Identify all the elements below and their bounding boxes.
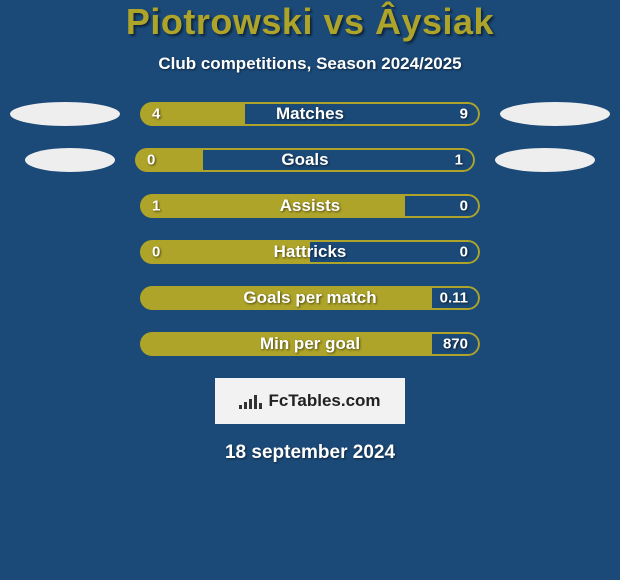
stat-label: Goals — [281, 150, 328, 170]
stat-label: Goals per match — [243, 288, 376, 308]
stat-value-right: 9 — [460, 105, 468, 122]
spacer — [500, 332, 610, 356]
stat-value-right: 0 — [460, 243, 468, 260]
stat-label: Hattricks — [274, 242, 347, 262]
stat-row: 870 Min per goal — [0, 332, 620, 356]
stat-value-left: 0 — [147, 151, 155, 168]
spacer — [10, 332, 120, 356]
stat-row: 0.11 Goals per match — [0, 286, 620, 310]
player-right-marker — [500, 102, 610, 126]
spacer — [10, 194, 120, 218]
stat-bar: 0 1 Goals — [135, 148, 475, 172]
player-right-marker — [495, 148, 595, 172]
stats-list: 4 9 Matches 0 1 Goals 1 0 Assists 0 0 Hattricks 0.11… — [0, 102, 620, 356]
stat-bar: 4 9 Matches — [140, 102, 480, 126]
page-subtitle: Club competitions, Season 2024/2025 — [0, 54, 620, 74]
stat-row: 4 9 Matches — [0, 102, 620, 126]
page-title: Piotrowski vs Âysiak — [0, 2, 620, 42]
stat-label: Assists — [280, 196, 340, 216]
stat-bar: 870 Min per goal — [140, 332, 480, 356]
spacer — [500, 194, 610, 218]
stat-label: Matches — [276, 104, 344, 124]
stat-value-right: 1 — [455, 151, 463, 168]
stat-bar: 0 0 Hattricks — [140, 240, 480, 264]
stat-bar: 0.11 Goals per match — [140, 286, 480, 310]
stat-value-right: 0 — [460, 197, 468, 214]
logo-main: Tables — [288, 391, 341, 410]
stat-bar: 1 0 Assists — [140, 194, 480, 218]
spacer — [500, 240, 610, 264]
player-left-marker — [10, 102, 120, 126]
stat-row: 0 0 Hattricks — [0, 240, 620, 264]
stat-value-left: 4 — [152, 105, 160, 122]
spacer — [10, 240, 120, 264]
stat-row: 1 0 Assists — [0, 194, 620, 218]
comparison-card: Piotrowski vs Âysiak Club competitions, … — [0, 0, 620, 580]
fctables-logo: FcTables.com — [215, 378, 405, 424]
logo-suffix: .com — [341, 391, 381, 410]
spacer — [500, 286, 610, 310]
logo-prefix: Fc — [268, 391, 288, 410]
stat-value-left: 1 — [152, 197, 160, 214]
stat-value-right: 0.11 — [440, 289, 468, 306]
logo-text: FcTables.com — [268, 391, 380, 411]
player-left-marker — [25, 148, 115, 172]
stat-value-right: 870 — [443, 335, 468, 352]
stat-fill-left — [140, 194, 405, 218]
footer-date: 18 september 2024 — [0, 442, 620, 464]
bar-chart-icon — [239, 393, 262, 409]
spacer — [10, 286, 120, 310]
stat-label: Min per goal — [260, 334, 360, 354]
stat-fill-left — [135, 148, 203, 172]
stat-value-left: 0 — [152, 243, 160, 260]
stat-row: 0 1 Goals — [0, 148, 620, 172]
